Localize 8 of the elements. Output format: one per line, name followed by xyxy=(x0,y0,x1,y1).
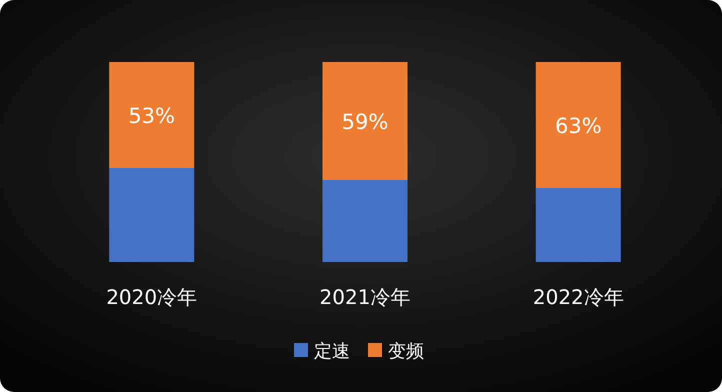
data-label: 59% xyxy=(342,110,388,134)
data-label: 53% xyxy=(128,104,176,128)
legend-label: 变频 xyxy=(388,341,424,362)
legend-label: 定速 xyxy=(314,341,350,362)
x-tick-label: 2020冷年 xyxy=(106,285,198,309)
x-tick-label: 2021冷年 xyxy=(320,285,410,309)
x-tick-label: 2022冷年 xyxy=(532,285,624,309)
data-label: 63% xyxy=(554,114,602,138)
